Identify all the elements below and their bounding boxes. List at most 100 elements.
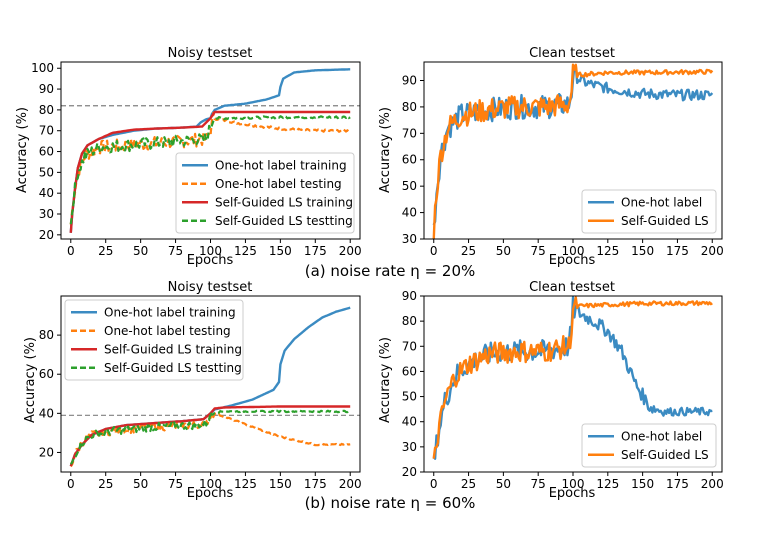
chart-b-clean-ylabel: Accuracy (%) xyxy=(378,337,393,423)
x-tick-label: 50 xyxy=(133,477,148,491)
legend-label: One-hot label testing xyxy=(104,324,231,338)
y-tick-label: 60 xyxy=(402,364,417,378)
series-line-3 xyxy=(69,110,351,233)
legend-box xyxy=(175,152,355,234)
chart-b-noisy-ylabel: Accuracy (%) xyxy=(23,337,38,423)
x-tick-label: 50 xyxy=(496,477,511,491)
x-tick-label: 200 xyxy=(339,477,362,491)
legend-label: Self-Guided LS training xyxy=(215,195,353,209)
chart-a-noisy-xlabel: Epochs xyxy=(187,253,234,268)
x-tick-label: 25 xyxy=(461,244,476,258)
chart-b-noisy-xlabel: Epochs xyxy=(187,486,234,501)
x-tick-label: 0 xyxy=(67,477,75,491)
series-line-2 xyxy=(432,63,714,239)
y-tick-label: 20 xyxy=(39,445,54,459)
x-tick-label: 125 xyxy=(596,477,619,491)
y-tick-label: 90 xyxy=(39,82,54,96)
chart-b-noisy-title: Noisy testset xyxy=(168,280,253,295)
legend-label: One-hot label training xyxy=(215,158,347,172)
caption-a: (a) noise rate η = 20% xyxy=(305,262,476,280)
y-tick-label: 50 xyxy=(39,165,54,179)
chart-a-noisy-ylabel: Accuracy (%) xyxy=(15,107,30,193)
x-tick-label: 25 xyxy=(461,477,476,491)
x-tick-label: 200 xyxy=(701,477,724,491)
x-tick-label: 25 xyxy=(98,244,113,258)
y-tick-label: 40 xyxy=(39,186,54,200)
x-tick-label: 150 xyxy=(269,244,292,258)
x-tick-label: 100 xyxy=(562,477,585,491)
y-tick-label: 50 xyxy=(402,390,417,404)
y-tick-label: 20 xyxy=(402,465,417,479)
chart-b_clean-plot: 0 25 50 75 100 125 150 175 200 20 30 40 50 60 70 80 90 On… xyxy=(402,289,724,491)
x-tick-label: 175 xyxy=(304,477,327,491)
y-tick-label: 50 xyxy=(402,179,417,193)
x-tick-label: 125 xyxy=(234,244,257,258)
x-tick-label: 150 xyxy=(631,244,654,258)
chart-a-clean-ylabel: Accuracy (%) xyxy=(378,107,393,193)
y-tick-label: 40 xyxy=(402,206,417,220)
y-tick-label: 30 xyxy=(402,440,417,454)
chart-a-clean-title: Clean testset xyxy=(529,46,615,61)
y-tick-label: 30 xyxy=(39,207,54,221)
legend-label: One-hot label testing xyxy=(215,177,342,191)
legend-box xyxy=(581,189,717,234)
x-tick-label: 150 xyxy=(631,477,654,491)
x-tick-label: 200 xyxy=(339,244,362,258)
series-line-2 xyxy=(432,296,713,459)
x-tick-label: 100 xyxy=(199,477,222,491)
series-line-4 xyxy=(69,409,351,465)
legend: One-hot label Self-Guided LS xyxy=(581,189,717,234)
chart-a-noisy: Noisy testset Epochs Accuracy (%) xyxy=(15,46,252,268)
y-tick-label: 70 xyxy=(39,124,54,138)
y-tick-label: 60 xyxy=(39,367,54,381)
legend-label: One-hot label training xyxy=(104,305,236,319)
chart-b_noisy-plot: 0 25 50 75 100 125 150 175 200 20 40 60 80 One-hot la… xyxy=(39,295,362,491)
legend-label: Self-Guided LS testting xyxy=(215,214,353,228)
chart-a-clean-xlabel: Epochs xyxy=(549,253,596,268)
y-tick-label: 20 xyxy=(39,228,54,242)
x-tick-label: 75 xyxy=(531,244,546,258)
y-tick-label: 100 xyxy=(31,61,54,75)
x-tick-label: 25 xyxy=(98,477,113,491)
y-tick-label: 40 xyxy=(39,406,54,420)
legend-label: Self-Guided LS xyxy=(621,214,709,228)
y-tick-label: 80 xyxy=(39,103,54,117)
legend-label: Self-Guided LS xyxy=(621,448,709,462)
x-tick-label: 50 xyxy=(133,244,148,258)
series-line-2 xyxy=(69,412,351,468)
x-tick-label: 0 xyxy=(430,244,438,258)
y-tick-label: 80 xyxy=(402,100,417,114)
legend-label: Self-Guided LS testting xyxy=(104,361,242,375)
y-tick-label: 30 xyxy=(402,232,417,246)
y-tick-label: 70 xyxy=(402,126,417,140)
legend-label: Self-Guided LS training xyxy=(104,342,242,356)
legend-box xyxy=(64,299,244,381)
series-line-4 xyxy=(69,115,351,225)
x-tick-label: 50 xyxy=(496,244,511,258)
x-tick-label: 200 xyxy=(701,244,724,258)
y-tick-label: 80 xyxy=(402,314,417,328)
x-tick-label: 175 xyxy=(666,244,689,258)
x-tick-label: 100 xyxy=(562,244,585,258)
x-tick-label: 175 xyxy=(304,244,327,258)
legend: One-hot label Self-Guided LS xyxy=(581,423,717,468)
x-tick-label: 75 xyxy=(168,477,183,491)
legend: One-hot label training One-hot label test… xyxy=(175,152,355,234)
y-tick-label: 80 xyxy=(39,328,54,342)
x-tick-label: 0 xyxy=(67,244,75,258)
x-tick-label: 75 xyxy=(168,244,183,258)
chart-a_clean-plot: 0 25 50 75 100 125 150 175 200 30 40 50 60 70 80 90 One-… xyxy=(402,61,724,258)
y-tick-label: 70 xyxy=(402,339,417,353)
legend-label: One-hot label xyxy=(621,429,702,443)
x-tick-label: 0 xyxy=(430,477,438,491)
x-tick-label: 125 xyxy=(596,244,619,258)
x-tick-label: 175 xyxy=(666,477,689,491)
x-tick-label: 75 xyxy=(531,477,546,491)
chart-a-noisy-title: Noisy testset xyxy=(168,46,253,61)
chart-b-noisy: Noisy testset Epochs Accuracy (%) xyxy=(23,280,252,501)
x-tick-label: 150 xyxy=(269,477,292,491)
chart-a-clean: Clean testset Epochs Accuracy (%) xyxy=(378,46,615,268)
y-tick-label: 40 xyxy=(402,415,417,429)
y-tick-label: 60 xyxy=(402,153,417,167)
